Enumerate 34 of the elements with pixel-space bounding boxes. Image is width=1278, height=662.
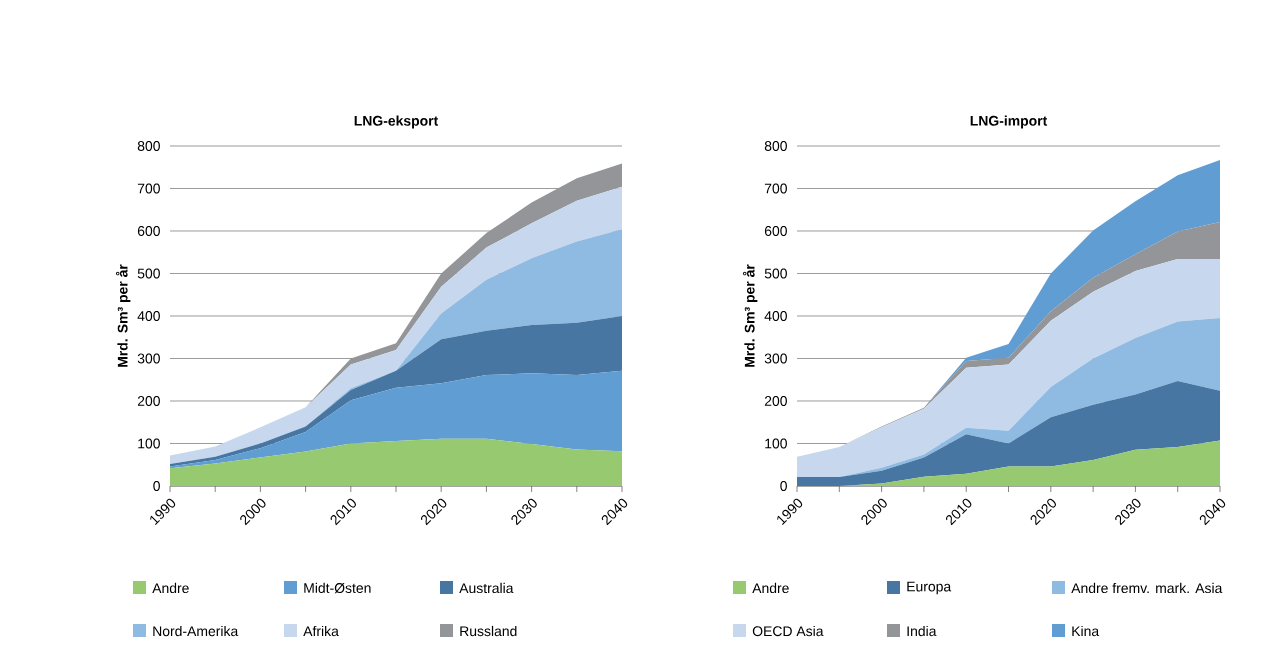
y-tick-label: 400 bbox=[137, 311, 160, 321]
y-tick-label: 300 bbox=[137, 353, 160, 364]
chart-title: LNG-import bbox=[970, 115, 1048, 129]
legend-label: Australia bbox=[459, 582, 514, 594]
y-tick-label: 500 bbox=[764, 268, 787, 279]
legend-label: Europa bbox=[907, 581, 952, 595]
y-tick-label: 700 bbox=[764, 183, 787, 194]
chart-title: LNG-eksport bbox=[354, 115, 439, 129]
y-tick-label: 600 bbox=[137, 226, 160, 236]
y-tick-label: 200 bbox=[137, 396, 160, 406]
y-tick-label: 400 bbox=[764, 311, 787, 321]
y-tick-label: 0 bbox=[780, 481, 787, 491]
y-tick-label: 500 bbox=[137, 268, 160, 279]
y-tick-label: 100 bbox=[765, 438, 787, 449]
y-tick-label: 0 bbox=[153, 481, 160, 491]
y-tick-label: 700 bbox=[137, 183, 160, 194]
legend-label: Midt-Østen bbox=[304, 582, 371, 594]
legend-label: Nord-Amerika bbox=[153, 625, 239, 637]
legend-label: Andre bbox=[152, 582, 189, 594]
y-axis-title: Mrd. Sm³ per år bbox=[743, 264, 758, 367]
legend-label: Afrika bbox=[303, 625, 339, 637]
y-tick-label: 200 bbox=[764, 396, 787, 406]
y-axis-title: Mrd. Sm³ per år bbox=[115, 264, 131, 367]
legend-label: Kina bbox=[1072, 625, 1100, 637]
legend-label: OECD Asia bbox=[752, 625, 824, 637]
y-tick-label: 800 bbox=[764, 141, 787, 151]
y-tick-label: 300 bbox=[764, 353, 787, 364]
y-tick-label: 100 bbox=[138, 438, 160, 449]
y-tick-label: 600 bbox=[764, 226, 787, 236]
legend-label: Andre bbox=[752, 582, 789, 594]
y-tick-label: 800 bbox=[137, 141, 160, 151]
legend-label: India bbox=[907, 625, 937, 637]
legend-label: Andre fremv. mark. Asia bbox=[1071, 582, 1223, 594]
legend-label: Russland bbox=[460, 625, 517, 637]
